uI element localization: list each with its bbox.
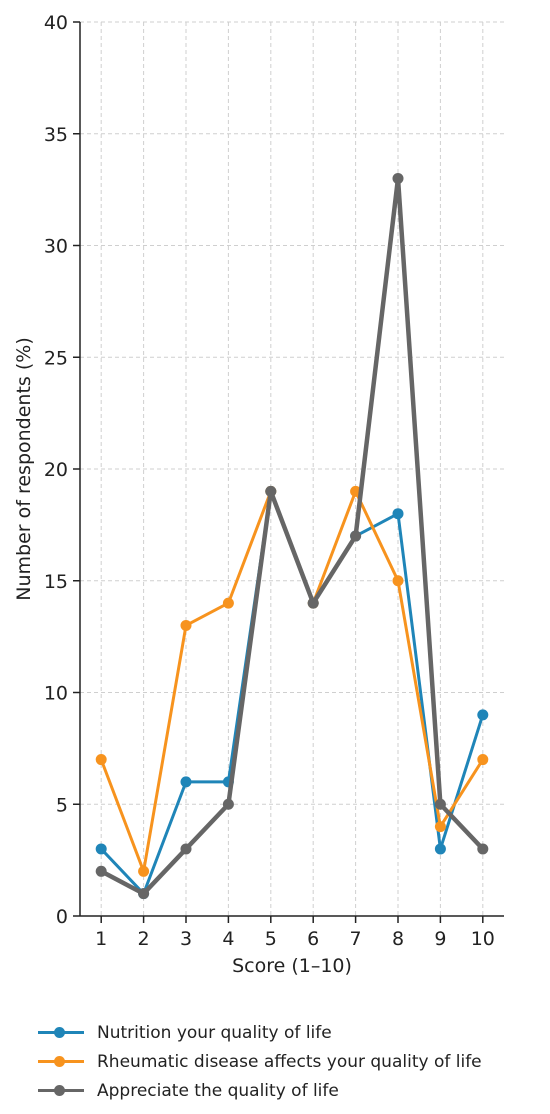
line-chart: 0 5 10 15 20 25 30 35 40 1 2 3 4 5 6 7 8 9 10 Score (1–10)…: [13, 12, 504, 977]
y-tick-label: 5: [56, 794, 68, 816]
y-tick-label: 40: [44, 12, 68, 34]
y-tick-label: 0: [56, 906, 68, 928]
data-point: [350, 530, 362, 542]
data-point: [477, 754, 489, 766]
x-tick-label: 7: [350, 928, 362, 950]
data-point: [307, 597, 319, 609]
legend-swatch: [38, 1081, 84, 1101]
legend-label: Rheumatic disease affects your quality o…: [97, 1051, 482, 1072]
data-point: [392, 172, 404, 184]
tick-labels: 0 5 10 15 20 25 30 35 40 1 2 3 4 5 6 7 8 9 10: [44, 12, 495, 950]
legend-label: Appreciate the quality of life: [97, 1080, 339, 1101]
legend-swatch: [38, 1023, 84, 1043]
axes: [73, 21, 504, 923]
data-point: [222, 798, 234, 810]
legend-label: Nutrition your quality of life: [97, 1022, 332, 1043]
data-point: [180, 776, 192, 788]
data-point: [392, 575, 404, 587]
data-point: [222, 597, 234, 609]
data-point: [434, 798, 446, 810]
x-tick-label: 5: [265, 928, 277, 950]
data-point: [477, 709, 489, 721]
data-point: [392, 508, 404, 520]
grid-lines: [80, 21, 504, 916]
legend: Nutrition your quality of life Rheumatic …: [38, 1018, 482, 1105]
y-tick-label: 35: [44, 124, 68, 146]
x-tick-label: 4: [222, 928, 234, 950]
x-tick-label: 10: [471, 928, 495, 950]
data-point: [95, 865, 107, 877]
data-point: [265, 485, 277, 497]
legend-item: Nutrition your quality of life: [38, 1018, 482, 1047]
series-line: [100, 176, 485, 896]
y-tick-label: 15: [44, 571, 68, 593]
y-tick-label: 25: [44, 347, 68, 369]
series-3: [95, 172, 489, 900]
y-axis-label: Number of respondents (%): [13, 337, 35, 601]
data-point: [180, 619, 192, 631]
data-point: [95, 754, 107, 766]
x-tick-label: 8: [392, 928, 404, 950]
y-tick-label: 20: [44, 459, 68, 481]
series-lines: [95, 172, 489, 900]
data-point: [434, 821, 446, 833]
legend-swatch: [38, 1052, 84, 1072]
data-point: [138, 888, 150, 900]
data-point: [138, 865, 150, 877]
y-tick-label: 10: [44, 683, 68, 705]
data-point: [477, 843, 489, 855]
y-tick-label: 30: [44, 236, 68, 258]
x-tick-label: 9: [434, 928, 446, 950]
legend-item: Appreciate the quality of life: [38, 1076, 482, 1105]
data-point: [180, 843, 192, 855]
x-tick-label: 2: [138, 928, 150, 950]
x-tick-label: 6: [307, 928, 319, 950]
data-point: [95, 843, 107, 855]
x-axis-label: Score (1–10): [232, 955, 352, 977]
x-tick-label: 1: [95, 928, 107, 950]
data-point: [434, 843, 446, 855]
legend-item: Rheumatic disease affects your quality o…: [38, 1047, 482, 1076]
x-tick-label: 3: [180, 928, 192, 950]
